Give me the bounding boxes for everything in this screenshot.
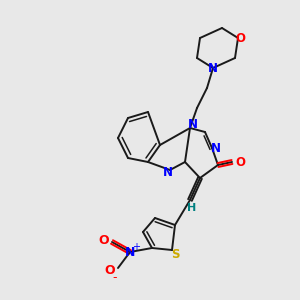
- Text: N: N: [211, 142, 221, 154]
- Text: N: N: [188, 118, 198, 131]
- Text: O: O: [235, 32, 245, 44]
- Text: O: O: [235, 155, 245, 169]
- Text: O: O: [99, 233, 109, 247]
- Text: O: O: [105, 265, 115, 278]
- Text: N: N: [163, 167, 173, 179]
- Text: H: H: [188, 203, 196, 213]
- Text: N: N: [208, 62, 218, 76]
- Text: N: N: [125, 247, 135, 260]
- Text: -: -: [113, 272, 117, 284]
- Text: +: +: [132, 242, 140, 252]
- Text: S: S: [171, 248, 179, 262]
